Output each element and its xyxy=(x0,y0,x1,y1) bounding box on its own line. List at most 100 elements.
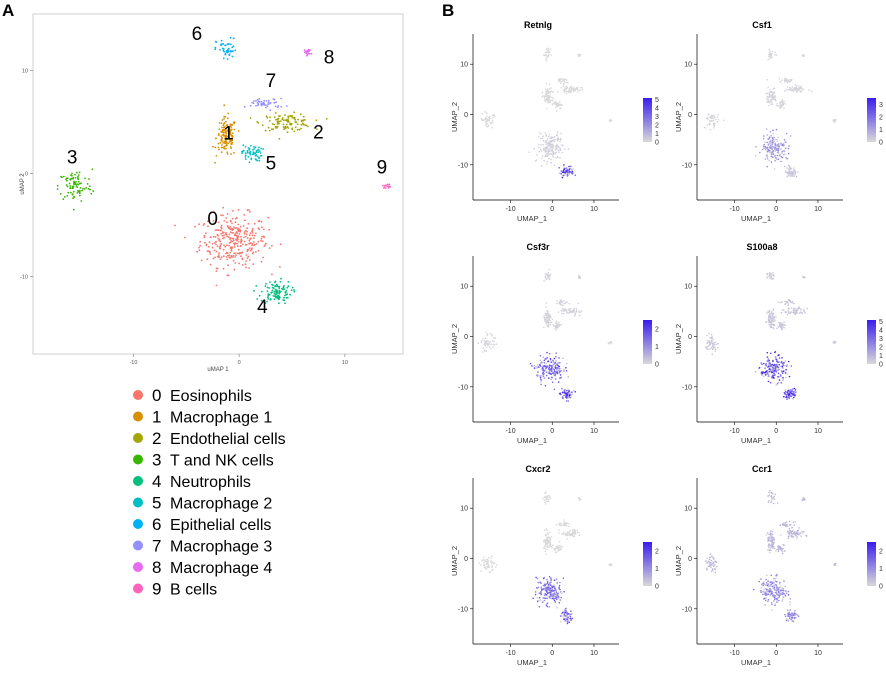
feature-point xyxy=(561,171,564,173)
feature-point xyxy=(554,152,557,155)
cluster-point xyxy=(248,148,251,151)
feature-point xyxy=(550,373,552,376)
cluster-point xyxy=(235,231,238,233)
cluster-point xyxy=(289,114,292,117)
feature-point xyxy=(560,81,563,83)
feature-point xyxy=(792,388,794,390)
feature-point xyxy=(788,145,790,147)
feature-point xyxy=(547,360,549,363)
feature-point xyxy=(774,603,776,605)
feature-point xyxy=(547,533,549,535)
cluster-point xyxy=(257,249,260,252)
feature-point xyxy=(771,156,773,158)
feature-point xyxy=(558,323,561,326)
feature-point xyxy=(766,356,769,358)
cluster-point xyxy=(223,244,225,247)
cluster-point xyxy=(244,243,247,246)
feature-point xyxy=(545,150,548,152)
feature-point xyxy=(788,520,791,523)
cluster-point xyxy=(219,49,221,51)
feature-point xyxy=(555,147,558,150)
feature-point xyxy=(484,560,487,563)
cluster-point xyxy=(291,286,294,289)
feature-point xyxy=(556,140,559,142)
cluster-point xyxy=(252,263,255,265)
feature-point xyxy=(773,594,775,597)
panel-label-b: B xyxy=(442,1,454,20)
feature-point xyxy=(561,546,564,548)
feature-point xyxy=(555,151,558,154)
feature-point xyxy=(549,371,552,374)
feature-point xyxy=(562,615,564,617)
feature-y-tick-label: 0 xyxy=(688,556,692,563)
panel-b-feature-plots: Retnlg-10 0 10100-10UMAP_1UMAP_2543210Csf1… xyxy=(450,20,883,667)
cluster-point xyxy=(234,242,237,245)
cluster-point xyxy=(224,140,227,142)
feature-point xyxy=(546,317,548,320)
feature-point xyxy=(566,393,569,395)
feature-point xyxy=(784,364,786,367)
feature-point xyxy=(834,340,836,343)
feature-point xyxy=(709,348,711,351)
feature-point xyxy=(790,307,793,309)
feature-point xyxy=(568,172,571,175)
cluster-point xyxy=(255,243,258,245)
feature-point xyxy=(550,361,553,364)
cluster-point xyxy=(268,247,271,250)
feature-point xyxy=(545,54,547,56)
cluster-point xyxy=(233,246,236,248)
cluster-point xyxy=(85,187,88,189)
cluster-point xyxy=(251,101,254,104)
feature-point xyxy=(754,155,757,157)
feature-point xyxy=(765,578,767,581)
feature-point xyxy=(708,332,710,335)
feature-point xyxy=(795,531,797,533)
feature-point xyxy=(566,618,568,620)
cluster-point xyxy=(251,227,254,230)
cluster-point xyxy=(267,101,270,104)
feature-point xyxy=(575,308,578,310)
feature-point xyxy=(536,577,539,580)
cluster-point xyxy=(249,232,252,235)
cluster-point xyxy=(267,126,270,129)
cluster-point xyxy=(300,127,302,130)
feature-point xyxy=(712,563,715,565)
feature-point xyxy=(797,308,799,311)
feature-point xyxy=(482,559,485,561)
feature-point xyxy=(547,149,550,151)
feature-point xyxy=(787,309,790,312)
cluster-point xyxy=(233,242,235,245)
feature-point xyxy=(770,371,773,374)
feature-point xyxy=(543,499,546,501)
cluster-point xyxy=(258,156,260,159)
feature-legend-tick: 4 xyxy=(655,106,659,113)
feature-point xyxy=(788,172,791,174)
cluster-point xyxy=(207,245,210,248)
cluster-point xyxy=(246,227,249,230)
feature-point xyxy=(767,538,770,541)
feature-point xyxy=(770,543,773,545)
feature-point xyxy=(797,171,799,173)
feature-point xyxy=(477,342,480,345)
feature-point xyxy=(552,544,554,546)
feature-point xyxy=(489,332,492,335)
cluster-point xyxy=(229,43,232,46)
feature-point xyxy=(765,154,768,157)
feature-point xyxy=(579,86,582,89)
feature-point xyxy=(559,147,561,149)
feature-point xyxy=(548,51,551,53)
cluster-point xyxy=(243,232,246,235)
feature-point xyxy=(788,394,790,397)
feature-point xyxy=(558,167,560,169)
feature-point xyxy=(784,153,786,155)
feature-point xyxy=(547,96,550,99)
feature-point xyxy=(711,555,713,557)
feature-legend-tick: 0 xyxy=(655,362,659,369)
feature-point xyxy=(779,592,781,595)
cluster-point xyxy=(293,289,295,291)
feature-point xyxy=(555,356,557,358)
feature-point xyxy=(800,535,802,537)
feature-point xyxy=(568,522,570,525)
feature-x-tick-label: 0 xyxy=(550,206,554,213)
feature-point xyxy=(767,144,770,146)
